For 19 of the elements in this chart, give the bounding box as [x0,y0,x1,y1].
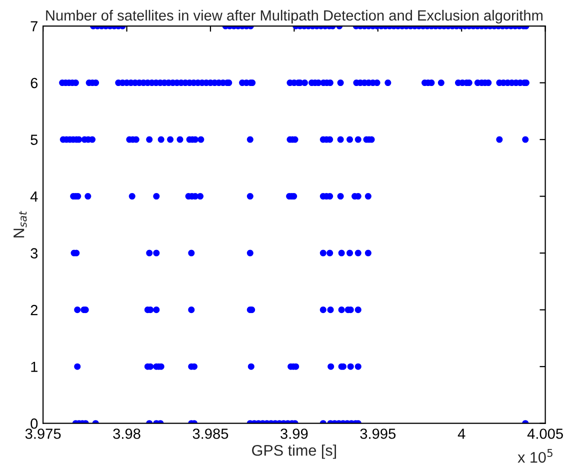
y-axis-title: N$_{sat}$ [14,210,27,238]
x-tick-label: 3.99 [280,428,308,439]
x-tick-label: 3.975 [25,428,61,439]
y-tick-label: 1 [31,362,38,372]
x-tick-label: 4.005 [527,428,563,439]
y-tick-label: 6 [30,78,38,88]
x-tick-label: 4 [458,428,466,439]
y-tick-label: 4 [30,192,38,202]
y-tick-label: 3 [30,248,38,258]
y-tick-label: 0 [30,418,38,429]
x-tick-label: 3.98 [113,428,140,439]
x-axis-title: GPS time [s] [252,444,336,459]
chart-title: Number of satellites in view after Multipath Detection and Exclusion algorithm [46,10,542,24]
y-tick-label: 7 [30,21,38,32]
y-tick-label: 5 [30,134,38,145]
text: x 10$^{5}$ [518,448,552,463]
x-tick-label: 3.985 [192,428,228,439]
y-tick-label: 2 [30,304,38,316]
x-tick-label: 3.995 [360,428,396,439]
